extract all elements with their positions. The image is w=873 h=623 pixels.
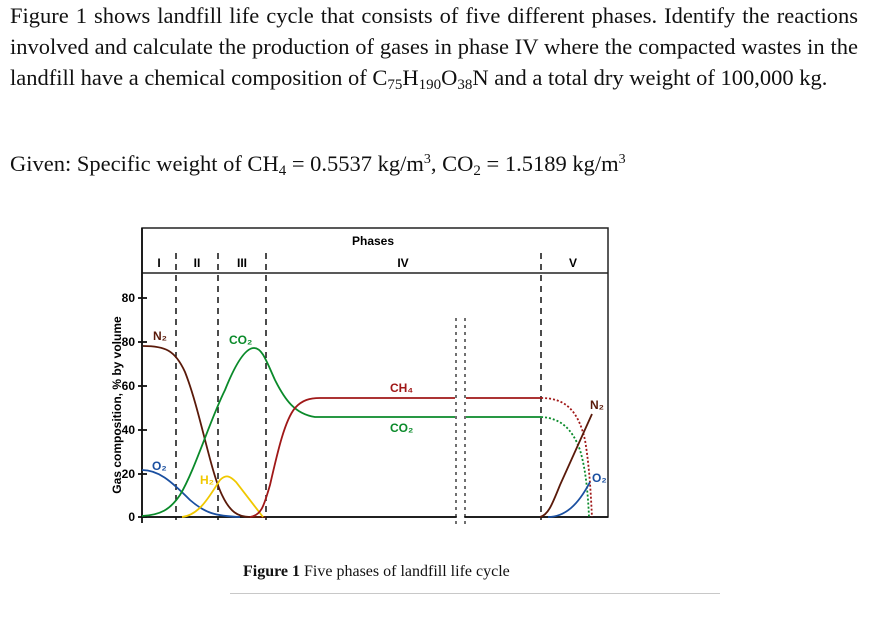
phases-header: Phases [352,234,394,248]
ch4-decline-curve [540,397,593,518]
axes [138,228,608,523]
co2-label: CO₂ [229,333,252,347]
y-tick-label: 80 [122,291,136,305]
n2-curve [142,345,266,518]
phase-boundaries [175,253,542,520]
h2-curve [181,475,264,518]
y-tick-label: 0 [128,510,135,524]
o2-return-curve [547,481,591,518]
o2-curve [141,469,241,518]
question-paragraph: Figure 1 shows landfill life cycle that … [10,0,858,93]
co2-flat-label: CO₂ [390,421,413,435]
y-tick-label: 80 [122,335,136,349]
phase-label: I [157,256,160,270]
ch4-label: CH₄ [390,381,413,395]
co2-curve [141,347,541,517]
h2-label: H₂ [200,473,214,487]
o2-label: O₂ [152,459,167,473]
n2-return-curve [539,413,593,518]
y-axis-label: Gas composition, % by volume [110,316,124,494]
o2-right-label: O₂ [592,471,607,485]
divider [230,593,720,594]
chemical-formula: C75H190O38N [372,65,489,93]
question-text: Figure 1 shows landfill life cycle that … [10,3,858,90]
phase-label: V [569,256,577,270]
co2-decline-curve [540,416,590,518]
y-tick-label: 40 [122,423,136,437]
phase-label: IV [397,256,408,270]
given-line: Given: Specific weight of CH4 = 0.5537 k… [10,151,626,179]
phase-label: II [194,256,201,270]
y-tick-label: 60 [122,379,136,393]
n2-right-label: N₂ [590,398,604,412]
figure-caption: Figure 1 Five phases of landfill life cy… [243,563,510,580]
question-text-end: and a total dry weight of 100,000 kg. [488,65,828,90]
n2-label: N₂ [153,329,167,343]
phase-label: III [237,256,247,270]
y-tick-label: 20 [122,467,136,481]
ch4-curve [249,397,541,518]
